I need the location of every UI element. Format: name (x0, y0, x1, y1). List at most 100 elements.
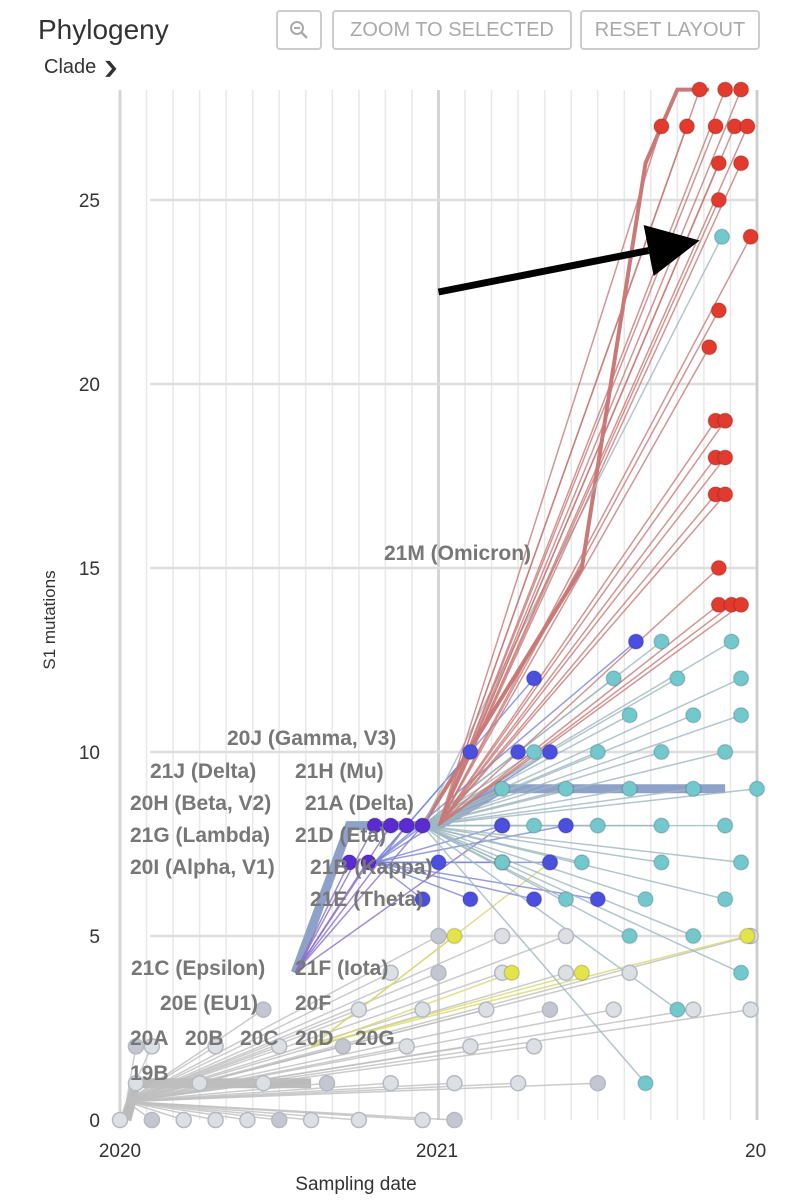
tip-node-omicron[interactable] (691, 81, 708, 98)
tip-node-blue[interactable] (627, 633, 645, 650)
tip-node-grey[interactable] (302, 1111, 320, 1129)
tip-node-omicron[interactable] (710, 154, 728, 172)
tip-node-delta[interactable] (493, 854, 511, 871)
tip-node-grey[interactable] (255, 1074, 272, 1092)
tip-node-delta[interactable] (732, 706, 750, 724)
tip-node-delta[interactable] (637, 1074, 654, 1092)
tip-node-omicron[interactable] (716, 412, 734, 430)
tip-node-delta[interactable] (653, 817, 670, 834)
tip-node-grey[interactable] (207, 1038, 224, 1055)
tip-node-delta[interactable] (732, 854, 750, 871)
tip-node-delta[interactable] (621, 780, 638, 798)
tip-node-grey[interactable] (621, 964, 638, 982)
tip-node-omicron[interactable] (739, 118, 756, 135)
tip-node-omicron[interactable] (716, 449, 734, 466)
tip-node-grey[interactable] (742, 1001, 759, 1018)
tip-node-grey[interactable] (143, 1111, 161, 1129)
tip-node-delta[interactable] (653, 633, 670, 650)
tip-node-delta[interactable] (685, 706, 702, 724)
tip-node-grey[interactable] (605, 1001, 622, 1018)
tip-node-grey[interactable] (350, 1001, 368, 1018)
tip-node-grey[interactable] (382, 964, 399, 982)
tip-node-yellow[interactable] (739, 927, 756, 945)
tip-node-delta[interactable] (713, 228, 731, 246)
tip-node-grey[interactable] (175, 1111, 192, 1129)
tip-node-delta[interactable] (748, 780, 766, 798)
tip-node-blue[interactable] (589, 890, 606, 908)
tip-node-delta[interactable] (732, 964, 750, 982)
tip-node-grey[interactable] (525, 1038, 543, 1055)
tip-node-delta[interactable] (716, 817, 734, 834)
tip-node-omicron[interactable] (732, 154, 750, 172)
tip-node-grey[interactable] (318, 1074, 336, 1092)
tip-node-omicron[interactable] (710, 559, 728, 577)
tip-node-purple[interactable] (360, 854, 377, 871)
tip-node-grey[interactable] (685, 1001, 702, 1018)
tip-node-delta[interactable] (493, 780, 511, 798)
tip-node-delta[interactable] (716, 743, 734, 761)
zoom-out-button[interactable] (276, 10, 322, 50)
tip-node-blue[interactable] (414, 890, 431, 908)
tip-node-yellow[interactable] (573, 964, 591, 982)
tip-node-omicron[interactable] (653, 118, 670, 135)
tip-node-delta[interactable] (685, 927, 702, 945)
tip-node-grey[interactable] (271, 1111, 288, 1129)
tip-node-grey[interactable] (207, 1111, 224, 1129)
tip-node-grey[interactable] (541, 1001, 559, 1018)
tip-node-grey[interactable] (462, 1038, 479, 1055)
tip-node-blue[interactable] (509, 743, 527, 761)
tip-node-grey[interactable] (191, 1074, 208, 1092)
tip-node-blue[interactable] (462, 890, 479, 908)
tip-node-delta[interactable] (573, 854, 591, 871)
tip-node-grey[interactable] (398, 1038, 415, 1055)
tip-node-omicron[interactable] (732, 596, 750, 614)
tip-node-yellow[interactable] (446, 927, 463, 945)
tip-node-delta[interactable] (557, 890, 575, 908)
tip-node-grey[interactable] (127, 1074, 145, 1092)
tip-node-blue[interactable] (525, 670, 543, 687)
tip-node-grey[interactable] (589, 1074, 606, 1092)
tip-node-purple[interactable] (414, 817, 431, 834)
tip-node-delta[interactable] (732, 670, 750, 687)
tip-node-grey[interactable] (271, 1038, 288, 1055)
tip-node-grey[interactable] (334, 1038, 352, 1055)
tip-node-grey[interactable] (493, 927, 511, 945)
tip-node-delta[interactable] (723, 633, 740, 650)
tip-node-omicron[interactable] (716, 486, 734, 503)
tip-node-omicron[interactable] (710, 302, 728, 319)
tip-node-delta[interactable] (525, 743, 543, 761)
tip-node-purple[interactable] (382, 817, 399, 834)
tip-node-purple[interactable] (366, 817, 384, 834)
tip-node-delta[interactable] (637, 890, 654, 908)
tip-node-delta[interactable] (605, 670, 622, 687)
tip-node-grey[interactable] (127, 1038, 145, 1055)
tip-node-delta[interactable] (557, 780, 575, 798)
tip-node-grey[interactable] (255, 1001, 272, 1018)
tip-node-omicron[interactable] (710, 191, 728, 209)
tip-node-blue[interactable] (430, 854, 447, 871)
tip-node-grey[interactable] (430, 964, 447, 982)
tip-node-grey[interactable] (446, 1074, 463, 1092)
tip-node-blue[interactable] (525, 890, 543, 908)
tip-node-delta[interactable] (621, 927, 638, 945)
tip-node-blue[interactable] (493, 817, 511, 834)
tip-node-delta[interactable] (669, 670, 686, 687)
tip-node-grey[interactable] (446, 1111, 463, 1129)
tip-node-yellow[interactable] (503, 964, 521, 982)
tip-node-grey[interactable] (557, 964, 575, 982)
tip-node-delta[interactable] (653, 743, 670, 761)
tip-node-purple[interactable] (398, 817, 415, 834)
tip-node-grey[interactable] (430, 927, 447, 945)
tip-node-grey[interactable] (414, 1001, 431, 1018)
tip-node-omicron[interactable] (716, 81, 734, 98)
tip-node-blue[interactable] (541, 854, 559, 871)
tip-node-grey[interactable] (478, 1001, 495, 1018)
tip-node-grey[interactable] (509, 1074, 527, 1092)
reset-layout-button[interactable]: RESET LAYOUT (580, 10, 760, 50)
tip-node-grey[interactable] (111, 1111, 129, 1129)
tip-node-delta[interactable] (653, 854, 670, 871)
tip-node-blue[interactable] (557, 817, 575, 834)
tip-node-grey[interactable] (414, 1111, 431, 1129)
tip-node-delta[interactable] (525, 817, 543, 834)
tip-node-grey[interactable] (350, 1111, 368, 1129)
